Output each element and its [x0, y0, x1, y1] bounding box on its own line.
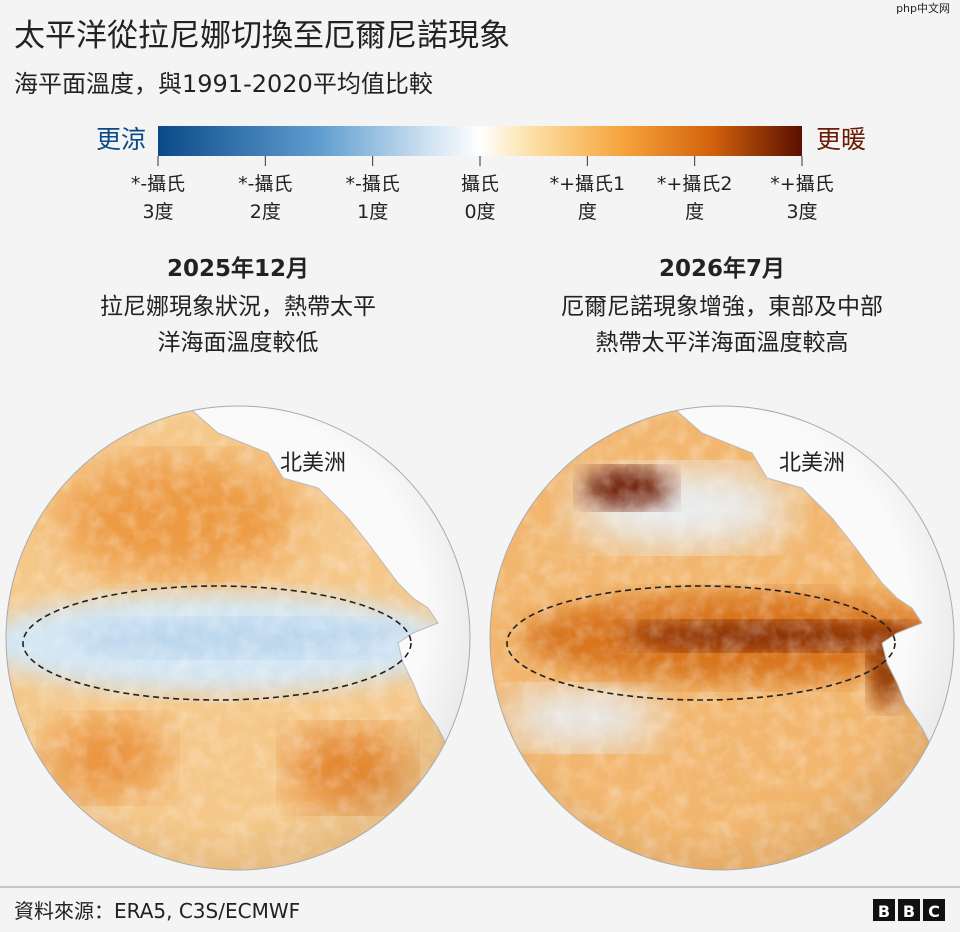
- tick-label: 3度: [786, 201, 817, 223]
- color-scale: [158, 126, 802, 156]
- tick-label: 攝氏: [461, 173, 499, 195]
- shading: [490, 406, 954, 870]
- tick-label: 3度: [142, 201, 173, 223]
- map-label: 北美洲: [779, 451, 845, 476]
- panel-date: 2026年7月: [659, 255, 785, 282]
- tick-label: 0度: [464, 201, 495, 223]
- panel-caption: 厄爾尼諾現象增強，東部及中部: [561, 294, 883, 320]
- shading: [6, 406, 470, 870]
- logo-box: [873, 899, 895, 921]
- panel-caption: 熱帶太平洋海面溫度較高: [596, 330, 849, 356]
- tick-label: *+攝氏1: [550, 173, 626, 195]
- globe: 北美洲: [5, 405, 471, 871]
- panel-caption: 拉尼娜現象狀況，熱帶太平: [100, 294, 376, 320]
- legend-ticks: *-攝氏 3度 *-攝氏 2度 *-攝氏 1度 攝氏 0度 *+攝氏1 度 *+攝氏2 度 *+攝氏 3度: [131, 156, 834, 223]
- panel-date: 2025年12月: [167, 255, 309, 282]
- logo-letter: B: [903, 902, 915, 921]
- tick-label: 度: [685, 201, 704, 223]
- sst-field: [6, 406, 470, 870]
- subtitle: 海平面溫度，與1991-2020平均值比較: [14, 70, 433, 98]
- logo-box: [898, 899, 920, 921]
- tick-label: 度: [578, 201, 597, 223]
- map-label: 北美洲: [280, 451, 346, 476]
- title: 太平洋從拉尼娜切換至厄爾尼諾現象: [14, 18, 510, 54]
- logo-box: [923, 899, 945, 921]
- globe-outline: [489, 405, 955, 871]
- tick-label: *-攝氏: [131, 173, 185, 195]
- logo-letter: C: [928, 902, 940, 921]
- globe: 北美洲: [489, 405, 955, 871]
- tick-label: *+攝氏2: [657, 173, 733, 195]
- globe-outline: [5, 405, 471, 871]
- tick-label: *+攝氏: [770, 173, 833, 195]
- equator-region: [506, 585, 896, 701]
- watermark: php中文网: [896, 1, 950, 15]
- legend-warm: 更暖: [816, 125, 866, 154]
- source: 資料來源：ERA5, C3S/ECMWF: [14, 899, 300, 923]
- legend-cool: 更涼: [96, 125, 146, 154]
- tick-label: *-攝氏: [345, 173, 399, 195]
- panel-caption: 洋海面溫度較低: [158, 330, 319, 356]
- tick-label: 2度: [250, 201, 281, 223]
- tick-label: *-攝氏: [238, 173, 292, 195]
- logo-letter: B: [878, 902, 890, 921]
- tick-label: 1度: [357, 201, 388, 223]
- sst-field: [490, 406, 954, 870]
- equator-region: [22, 585, 412, 701]
